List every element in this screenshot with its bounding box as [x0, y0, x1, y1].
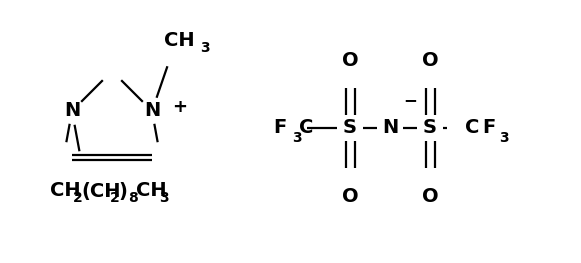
Text: −: − [403, 91, 417, 109]
Text: C: C [299, 119, 313, 138]
Text: O: O [342, 50, 358, 69]
Text: O: O [422, 186, 438, 205]
Text: +: + [173, 98, 188, 116]
Text: CH: CH [164, 32, 194, 50]
Text: 8: 8 [128, 191, 138, 205]
Text: 3: 3 [200, 41, 210, 55]
Text: N: N [64, 102, 80, 120]
Text: O: O [422, 50, 438, 69]
Text: 3: 3 [499, 131, 509, 145]
Text: F: F [274, 119, 286, 138]
Text: F: F [482, 119, 496, 138]
Text: 2: 2 [73, 191, 83, 205]
Text: 3: 3 [159, 191, 168, 205]
Text: 2: 2 [110, 191, 120, 205]
Text: O: O [342, 186, 358, 205]
Text: CH: CH [50, 181, 81, 200]
Text: 3: 3 [292, 131, 302, 145]
Text: C: C [465, 119, 479, 138]
Text: S: S [343, 119, 357, 138]
Text: ): ) [118, 181, 127, 200]
Text: N: N [144, 102, 160, 120]
Text: S: S [423, 119, 437, 138]
Text: CH: CH [136, 181, 167, 200]
Text: N: N [382, 119, 398, 138]
Text: (CH: (CH [81, 181, 120, 200]
